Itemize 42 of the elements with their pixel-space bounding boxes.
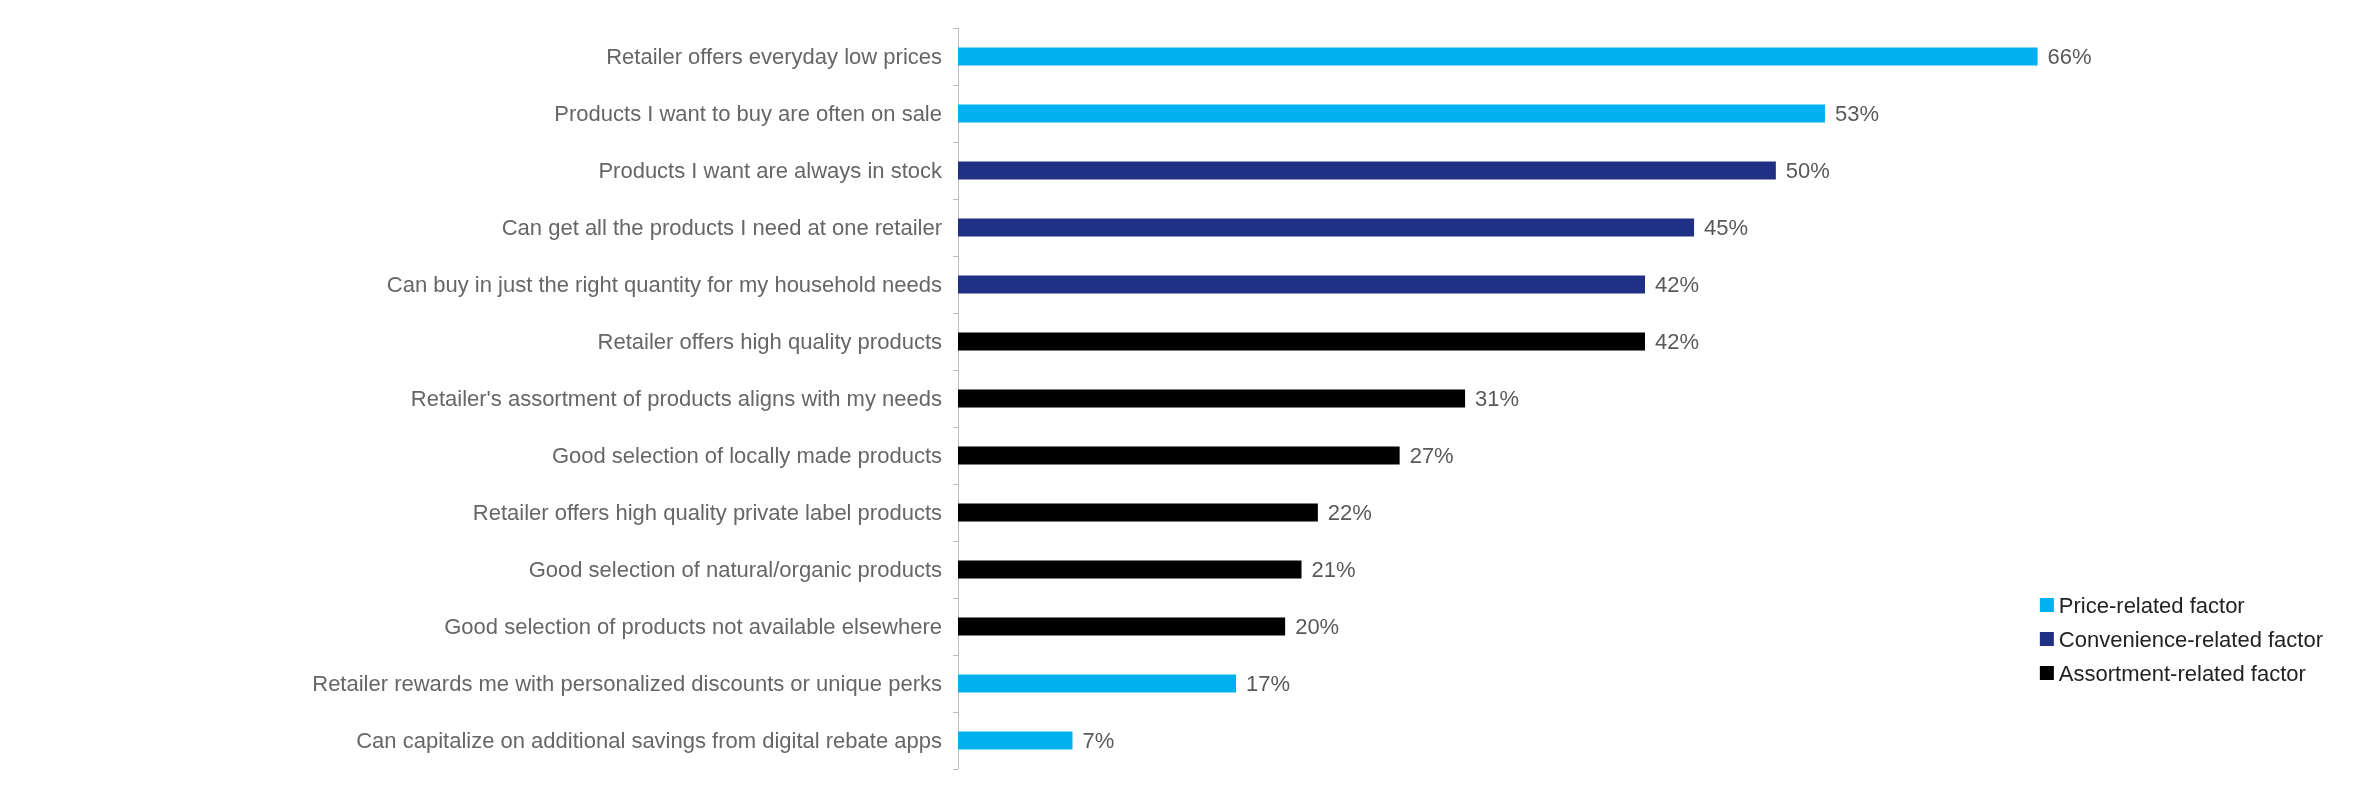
data-label: 45%: [1704, 215, 1749, 240]
bar: [958, 446, 1400, 465]
data-label: 17%: [1246, 671, 1291, 696]
data-label: 31%: [1475, 386, 1520, 411]
bar: [958, 560, 1302, 579]
data-label: 66%: [2047, 44, 2092, 69]
data-label: 21%: [1311, 557, 1356, 582]
bar: [958, 332, 1645, 351]
y-tick-label: Retailer offers high quality products: [597, 329, 942, 354]
data-label: 22%: [1327, 500, 1372, 525]
data-label: 27%: [1409, 443, 1454, 468]
bar: [958, 617, 1286, 636]
bar: [958, 674, 1237, 693]
data-label: 20%: [1295, 614, 1340, 639]
data-label: 42%: [1655, 272, 1700, 297]
bar: [958, 218, 1695, 237]
legend-label: Assortment-related factor: [2058, 660, 2306, 686]
legend-label: Convenience-related factor: [2058, 626, 2324, 652]
y-tick-label: Retailer rewards me with personalized discounts or unique perks: [312, 671, 942, 696]
bar: [958, 389, 1466, 408]
bar: [958, 275, 1645, 294]
data-label: 53%: [1834, 101, 1879, 126]
bar: [958, 161, 1776, 180]
y-tick-label: Products I want are always in stock: [598, 158, 943, 183]
y-tick-label: Retailer's assortment of products aligns with my needs: [410, 386, 942, 411]
bar: [958, 503, 1318, 522]
legend-label: Price-related factor: [2058, 592, 2245, 618]
y-tick-label: Retailer offers high quality private label products: [472, 500, 942, 525]
y-tick-label: Retailer offers everyday low prices: [606, 44, 942, 69]
data-label: 50%: [1785, 158, 1830, 183]
bar: [958, 47, 2038, 66]
y-tick-label: Good selection of locally made products: [551, 443, 942, 468]
y-tick-label: Good selection of natural/organic products: [528, 557, 942, 582]
y-tick-label: Good selection of products not available elsewhere: [444, 614, 942, 639]
y-tick-label: Can capitalize on additional savings from digital rebate apps: [356, 728, 942, 753]
data-label: 42%: [1655, 329, 1700, 354]
y-tick-label: Products I want to buy are often on sale: [554, 101, 942, 126]
bar: [958, 731, 1073, 750]
data-label: 7%: [1082, 728, 1115, 753]
y-tick-label: Can get all the products I need at one retailer: [501, 215, 942, 240]
y-tick-label: Can buy in just the right quantity for my household needs: [386, 272, 942, 297]
bar: [958, 104, 1825, 123]
